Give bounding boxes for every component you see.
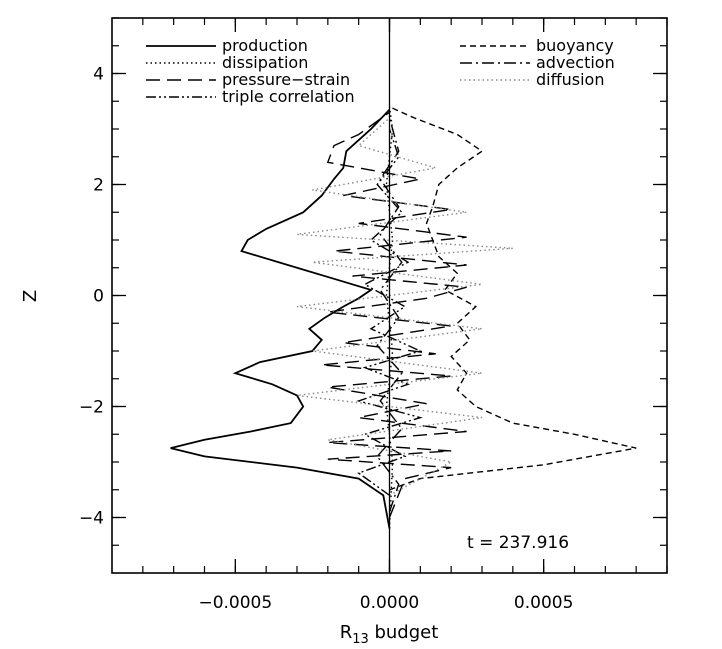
series-lines <box>170 106 637 529</box>
series-line-production <box>170 108 391 529</box>
y-tick-label: 2 <box>93 176 104 196</box>
x-axis-label-rest: budget <box>369 622 439 643</box>
legend-label: pressure−strain <box>222 70 350 89</box>
y-axis-label: Z <box>20 290 41 302</box>
legend-label: dissipation <box>222 53 308 72</box>
legend: productiondissipationpressure−straintrip… <box>146 36 615 106</box>
legend-label: buoyancy <box>536 36 614 55</box>
y-tick-label: 0 <box>93 287 104 307</box>
series-line-pressure-strain <box>321 111 467 518</box>
y-tick-label: −4 <box>79 509 104 529</box>
x-axis-label-main: R <box>340 622 353 643</box>
series-line-buoyancy <box>389 106 637 491</box>
series-line-diffusion <box>296 117 513 496</box>
series-line-advection <box>376 117 403 513</box>
y-tick-label: 4 <box>93 65 104 85</box>
legend-label: diffusion <box>536 70 604 89</box>
axis-ticks: −0.0005 0.0000 0.0005 −4 −2 0 2 4 <box>79 17 668 613</box>
x-tick-label: 0.0000 <box>360 593 419 613</box>
x-tick-label: 0.0005 <box>514 593 573 613</box>
time-annotation: t = 237.916 <box>467 533 569 553</box>
legend-label: production <box>222 36 308 55</box>
y-tick-label: −2 <box>79 398 104 418</box>
x-tick-label: −0.0005 <box>198 593 272 613</box>
legend-label: advection <box>536 53 615 72</box>
legend-label: triple correlation <box>222 87 355 106</box>
x-axis-label: R13 budget <box>340 622 439 647</box>
x-axis-label-subscript: 13 <box>352 632 369 647</box>
